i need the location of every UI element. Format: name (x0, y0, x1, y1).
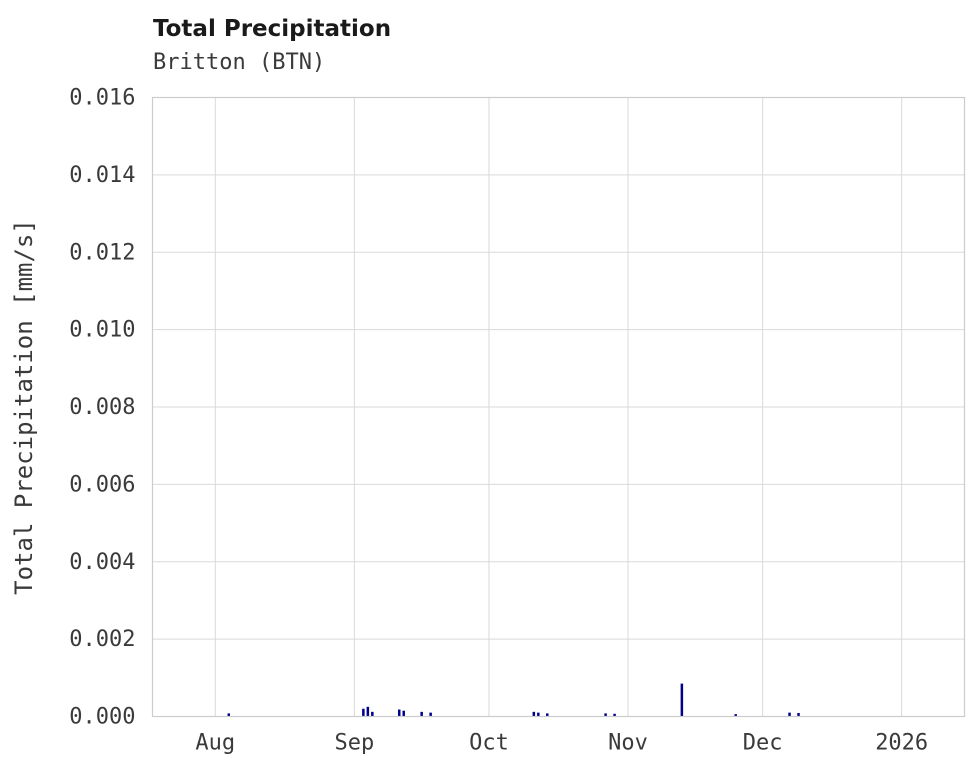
precipitation-bar (366, 706, 370, 717)
y-tick-label: 0.000 (69, 705, 135, 730)
precipitation-bar (420, 711, 423, 717)
precipitation-bar (680, 683, 684, 717)
precipitation-bar (429, 712, 432, 717)
x-tick-label: Aug (195, 731, 235, 756)
y-tick-label: 0.008 (69, 395, 135, 420)
y-tick-label: 0.004 (69, 550, 135, 575)
precipitation-bar (362, 708, 365, 717)
x-tick-label: 2026 (875, 731, 928, 756)
precipitation-bar (537, 712, 540, 717)
precipitation-bar (613, 713, 616, 717)
x-tick-label: Nov (608, 731, 648, 756)
precipitation-bar (734, 714, 737, 717)
x-tick-label: Oct (469, 731, 509, 756)
precipitation-bar (788, 712, 791, 717)
x-tick-label: Sep (335, 731, 375, 756)
precipitation-bar (371, 711, 374, 717)
plot-border (151, 96, 966, 718)
precipitation-bar (604, 713, 607, 717)
y-tick-label: 0.012 (69, 240, 135, 265)
y-tick-label: 0.006 (69, 472, 135, 497)
chart-title: Total Precipitation (153, 16, 392, 42)
precipitation-bar (546, 713, 549, 717)
precipitation-bar (532, 711, 536, 717)
precipitation-bar (397, 709, 401, 717)
y-tick-label: 0.002 (69, 627, 135, 652)
y-tick-label: 0.016 (69, 86, 135, 111)
precipitation-bar (797, 713, 800, 717)
x-tick-label: Dec (743, 731, 783, 756)
precipitation-bar (402, 710, 405, 717)
precipitation-bar (227, 713, 231, 717)
y-tick-label: 0.014 (69, 163, 135, 188)
chart-subtitle: Britton (BTN) (153, 50, 326, 75)
y-axis-label: Total Precipitation [mm/s] (10, 219, 38, 595)
y-tick-label: 0.010 (69, 318, 135, 343)
